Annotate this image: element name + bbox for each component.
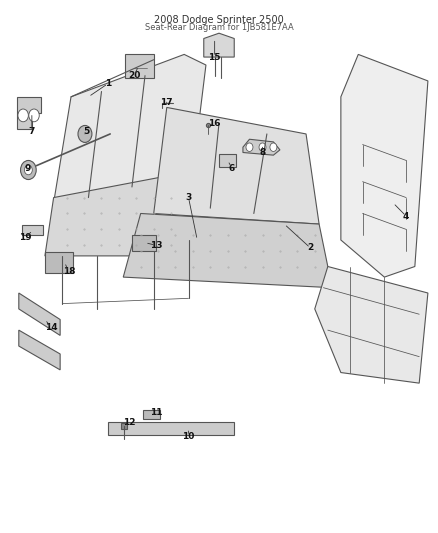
FancyBboxPatch shape (219, 154, 237, 167)
Polygon shape (154, 108, 319, 224)
Text: 1: 1 (105, 79, 111, 88)
FancyBboxPatch shape (22, 225, 43, 235)
Text: 11: 11 (150, 408, 162, 417)
FancyBboxPatch shape (143, 410, 160, 419)
Circle shape (18, 109, 28, 122)
Text: 9: 9 (25, 164, 31, 173)
Text: 4: 4 (403, 212, 410, 221)
FancyBboxPatch shape (45, 252, 73, 273)
Polygon shape (45, 171, 210, 256)
Text: 19: 19 (19, 233, 32, 242)
Text: 14: 14 (45, 323, 58, 332)
Circle shape (270, 143, 277, 151)
Text: 2: 2 (307, 244, 314, 253)
Polygon shape (341, 54, 428, 277)
Circle shape (78, 125, 92, 142)
Circle shape (246, 143, 253, 151)
Polygon shape (19, 330, 60, 370)
Circle shape (21, 160, 36, 180)
Polygon shape (17, 97, 41, 128)
FancyBboxPatch shape (125, 54, 154, 78)
Circle shape (259, 143, 266, 151)
Circle shape (29, 109, 39, 122)
Text: 16: 16 (208, 119, 221, 128)
Polygon shape (123, 214, 332, 288)
Polygon shape (53, 54, 206, 203)
FancyBboxPatch shape (108, 422, 234, 435)
Text: 8: 8 (259, 148, 266, 157)
Text: 12: 12 (124, 418, 136, 427)
Text: 13: 13 (150, 241, 162, 250)
Polygon shape (204, 33, 234, 57)
Polygon shape (315, 266, 428, 383)
FancyBboxPatch shape (132, 235, 156, 251)
Text: 10: 10 (182, 432, 195, 441)
Text: 15: 15 (208, 53, 221, 62)
Text: Seat-Rear Diagram for 1JB581E7AA: Seat-Rear Diagram for 1JB581E7AA (145, 22, 293, 31)
Text: 5: 5 (83, 127, 89, 136)
Polygon shape (243, 139, 280, 155)
Text: 17: 17 (160, 98, 173, 107)
Circle shape (25, 165, 32, 175)
Text: 18: 18 (63, 268, 75, 276)
Text: 6: 6 (229, 164, 235, 173)
Text: 2008 Dodge Sprinter 2500: 2008 Dodge Sprinter 2500 (154, 14, 284, 25)
Text: 3: 3 (185, 193, 192, 202)
Polygon shape (19, 293, 60, 335)
Text: 7: 7 (28, 127, 35, 136)
Text: 20: 20 (128, 71, 140, 80)
